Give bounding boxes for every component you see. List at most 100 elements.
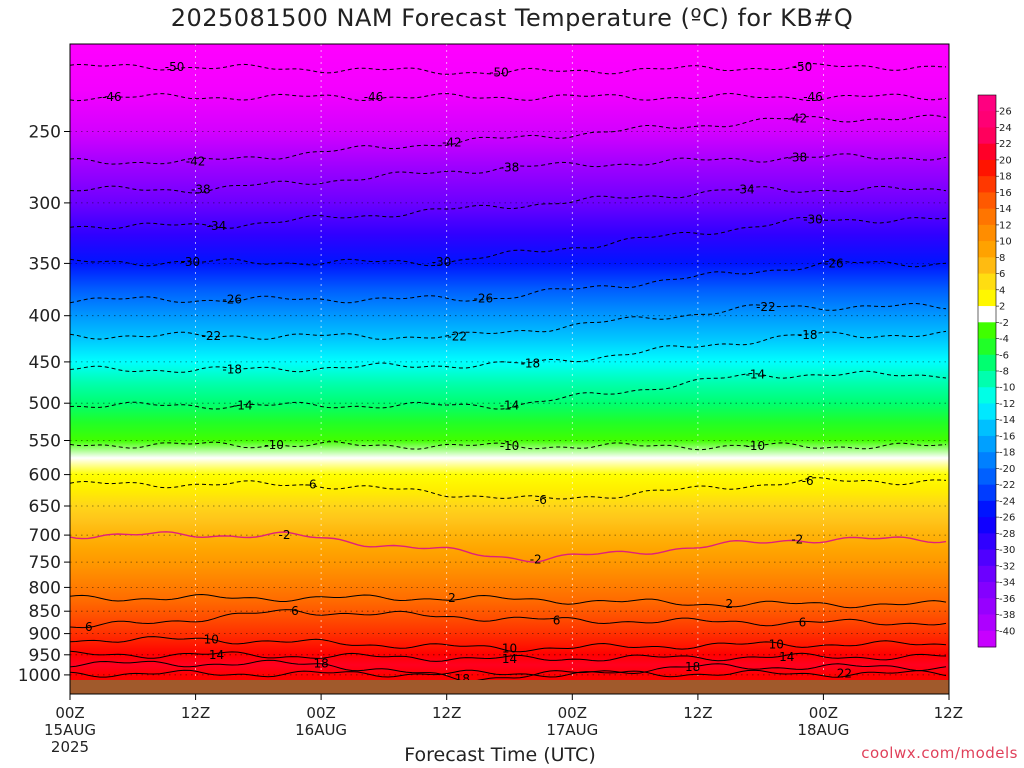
colorbar-cell [978, 208, 996, 226]
colorbar-label: 6 [999, 269, 1005, 280]
contour-line [70, 92, 947, 102]
contour-label: -38 [191, 183, 211, 197]
contour-label: -50 [793, 60, 813, 74]
contour-label: 2 [448, 591, 456, 605]
contour-line [70, 636, 947, 653]
contour-label: 14 [779, 650, 794, 664]
colorbar-label: -14 [999, 415, 1015, 426]
colorbar-label: -30 [999, 545, 1015, 556]
y-tick-label: 1000 [18, 666, 61, 686]
colorbar-cell [978, 582, 996, 599]
colorbar-label: -20 [999, 464, 1015, 475]
x-tick-label: 12Z [683, 704, 712, 722]
y-tick-label: 350 [29, 254, 61, 274]
contour-line [70, 114, 947, 165]
colorbar-label: 22 [999, 139, 1012, 150]
colorbar: 26 24 22 20 18 16 14 12 10 8 6 4 2 -2 -4 -6 -8 -10 -12 -14 -… [977, 94, 1015, 648]
contour-label: -2 [530, 553, 542, 567]
contour-label: 10 [502, 642, 517, 656]
colorbar-cell [978, 224, 996, 242]
contour-label: -18 [798, 328, 818, 342]
y-tick-label: 400 [29, 307, 61, 327]
contour-line [70, 669, 947, 678]
colorbar-label: 14 [999, 204, 1012, 215]
colorbar-label: 2 [999, 302, 1005, 313]
contour-label: 2 [725, 597, 733, 611]
x-axis-label: Forecast Time (UTC) [404, 744, 596, 766]
colorbar-label: 12 [999, 220, 1012, 231]
contour-label: -34 [207, 219, 227, 233]
colorbar-cell [978, 614, 996, 632]
credit-link[interactable]: coolwx.com/models [861, 744, 1018, 762]
colorbar-label: -10 [999, 383, 1015, 394]
contour-label: 14 [209, 648, 224, 662]
contour-line [70, 531, 947, 563]
x-tick-label: 00Z [55, 704, 84, 722]
contour-label: -6 [535, 493, 547, 507]
colorbar-cell [978, 549, 996, 567]
colorbar-label: -22 [999, 480, 1015, 491]
x-tick-label: 00Z [558, 704, 587, 722]
colorbar-cell [978, 273, 996, 291]
x-tick-label: 12Z [934, 704, 963, 722]
contour-label: 10 [204, 633, 219, 647]
contour-label: 6 [799, 616, 807, 630]
contour-label: -50 [165, 60, 185, 74]
contour-label: -34 [735, 183, 755, 197]
contour-label: -30 [803, 213, 823, 227]
colorbar-cell [978, 143, 996, 161]
contour-line [70, 593, 947, 609]
colorbar-label: -6 [999, 350, 1009, 361]
contour-line [70, 477, 947, 500]
x-tick-label: 17AUG [546, 721, 598, 739]
contour-line [70, 260, 947, 304]
x-tick-label: 00Z [306, 704, 335, 722]
colorbar-cell [978, 111, 996, 128]
contour-line [70, 609, 947, 629]
contour-label: -6 [802, 474, 814, 488]
terrain-band [70, 680, 949, 694]
contour-label: -26 [222, 293, 242, 307]
contour-labels: -50 -50 -50 -46 -46 -46 -42 -42 -42 -38 -38 -38 -34 -… [85, 60, 852, 686]
colorbar-cell [978, 565, 996, 583]
x-tick-label: 00Z [809, 704, 838, 722]
y-tick-label: 800 [29, 578, 61, 598]
contour-line [70, 153, 947, 194]
colorbar-label: 24 [999, 123, 1012, 134]
colorbar-cell [978, 241, 996, 258]
contour-label: -14 [233, 399, 253, 413]
contour-line [70, 659, 947, 680]
contour-line [70, 330, 947, 373]
colorbar-cell [978, 192, 996, 210]
contour-label: -42 [787, 112, 807, 126]
contour-label: -10 [500, 439, 520, 453]
colorbar-cell [978, 257, 996, 274]
colorbar-label: -28 [999, 529, 1015, 540]
y-tick-label: 600 [29, 466, 61, 486]
contour-label: 6 [291, 604, 299, 618]
contour-line [70, 185, 947, 230]
contour-label: -18 [521, 357, 541, 371]
x-tick-label: 18AUG [797, 721, 849, 739]
y-tick-label: 450 [29, 353, 61, 373]
colorbar-label: -4 [999, 334, 1009, 345]
colorbar-cell [978, 468, 996, 486]
colorbar-cell [978, 484, 996, 502]
contour-label: 18 [685, 660, 700, 674]
y-tick-label: 300 [29, 194, 61, 214]
contour-label: -6 [305, 477, 317, 491]
colorbar-cell [978, 419, 996, 437]
contour-label: -42 [442, 135, 462, 149]
colorbar-cell [978, 598, 996, 615]
colorbar-cell [978, 95, 996, 112]
colorbar-label: -2 [999, 318, 1009, 329]
x-tick-label: 12Z [181, 704, 210, 722]
colorbar-label: -8 [999, 367, 1009, 378]
x-tick-label: 12Z [432, 704, 461, 722]
contour-label: -30 [180, 255, 200, 269]
colorbar-cell [978, 533, 996, 550]
colorbar-label: 8 [999, 253, 1005, 264]
colorbar-cell [978, 387, 996, 404]
colorbar-cell [978, 306, 996, 323]
